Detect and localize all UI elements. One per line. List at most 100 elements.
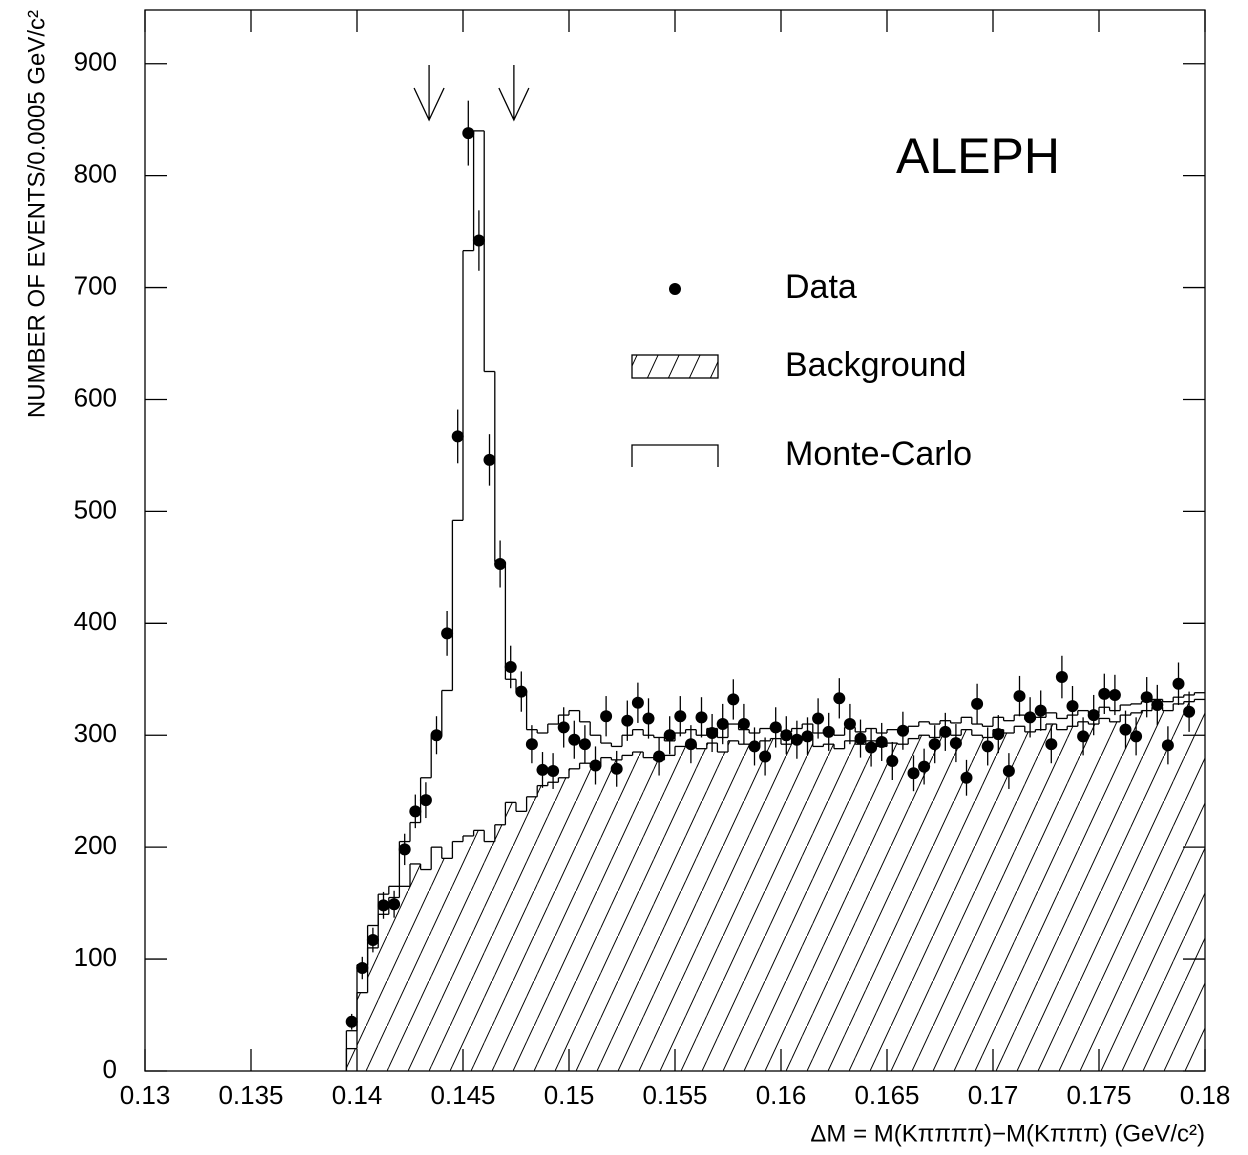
background-bin: [463, 835, 474, 1071]
background-bin: [547, 782, 559, 1071]
background-bin: [431, 847, 442, 1071]
background-bin: [834, 748, 845, 1071]
data-point: [759, 750, 772, 763]
data-point: [1024, 711, 1037, 724]
background-bin: [1120, 715, 1131, 1071]
y-tick-label: 600: [74, 382, 117, 412]
data-point: [610, 762, 623, 775]
data-point: [483, 453, 496, 466]
background-bin: [1035, 729, 1046, 1071]
background-bin: [887, 743, 898, 1071]
data-point: [1140, 691, 1153, 704]
background-bin: [1014, 726, 1025, 1071]
background-bin: [791, 740, 803, 1071]
data-point: [345, 1015, 358, 1028]
data-point: [356, 962, 369, 975]
background-bin: [516, 811, 527, 1071]
data-point: [674, 710, 687, 723]
data-point: [366, 934, 379, 947]
data-point: [441, 627, 454, 640]
background-bin: [1152, 707, 1163, 1071]
data-point: [1002, 765, 1015, 778]
background-bin: [441, 858, 453, 1071]
y-axis-label: NUMBER OF EVENTS/0.0005 GeV/c²: [23, 10, 50, 418]
data-point: [896, 724, 909, 737]
background-bin: [685, 744, 697, 1071]
data-point: [1108, 688, 1121, 701]
data-point: [1087, 709, 1100, 722]
background-bin: [526, 796, 538, 1071]
background-bin: [770, 738, 781, 1071]
background-bin: [484, 841, 495, 1071]
background-bin: [452, 841, 463, 1071]
background-bin: [993, 729, 1004, 1071]
background-bin: [876, 746, 887, 1071]
background-bin: [357, 992, 368, 1071]
background-bin: [940, 733, 951, 1071]
data-point: [557, 721, 570, 734]
background-bin: [855, 744, 866, 1071]
background-bin: [579, 763, 591, 1071]
legend-label: Background: [785, 346, 966, 384]
plot-area: [345, 100, 1205, 1071]
legend-label: Monte-Carlo: [785, 435, 972, 473]
data-point: [971, 697, 984, 710]
legend-marker: [669, 283, 681, 295]
background-bin: [399, 886, 410, 1071]
background-bin: [675, 746, 686, 1071]
data-point: [737, 718, 750, 731]
legend-label: Data: [785, 268, 857, 306]
legend-swatch: [631, 444, 719, 467]
background-bin: [759, 740, 771, 1071]
data-point: [1055, 671, 1068, 684]
data-point: [1066, 700, 1079, 713]
background-bin: [505, 802, 516, 1071]
background-bin: [537, 785, 548, 1071]
data-point: [684, 738, 697, 751]
background-bin: [897, 744, 909, 1071]
data-point: [843, 718, 856, 731]
background-bin: [1088, 724, 1099, 1071]
background-bin: [622, 755, 633, 1071]
data-point: [504, 660, 517, 673]
data-point: [875, 735, 888, 748]
data-point: [928, 738, 941, 751]
arrow: [498, 65, 530, 122]
background-bin: [728, 740, 739, 1071]
y-tick-label: 200: [74, 830, 117, 860]
background-bin: [558, 777, 569, 1071]
background-bin: [600, 757, 612, 1071]
data-point: [631, 696, 644, 709]
background-bin: [950, 735, 962, 1071]
data-point: [547, 765, 560, 778]
data-point: [748, 740, 761, 753]
background-bin: [1003, 733, 1015, 1071]
data-point: [939, 725, 952, 738]
background-bin: [908, 738, 919, 1071]
y-tick-label: 0: [103, 1054, 117, 1084]
background-bin: [982, 737, 993, 1071]
data-point: [865, 741, 878, 754]
x-tick-label: 0.15: [544, 1080, 595, 1110]
data-point: [536, 763, 549, 776]
y-tick-label: 400: [74, 606, 117, 636]
data-point: [992, 728, 1005, 741]
y-tick-label: 100: [74, 942, 117, 972]
background-bin: [1067, 726, 1078, 1071]
data-point: [1077, 730, 1090, 743]
x-tick-label: 0.18: [1180, 1080, 1231, 1110]
y-tick-label: 300: [74, 718, 117, 748]
data-point: [1119, 723, 1132, 736]
data-point: [769, 721, 782, 734]
data-point: [515, 685, 528, 698]
data-point: [716, 718, 729, 731]
data-point: [578, 738, 591, 751]
background-bin: [569, 768, 580, 1071]
background-bin: [802, 737, 813, 1071]
x-tick-label: 0.155: [642, 1080, 707, 1110]
background-bin: [410, 863, 421, 1071]
data-point: [822, 725, 835, 738]
data-point: [642, 712, 655, 725]
data-point: [1034, 704, 1047, 717]
background-bin: [494, 824, 506, 1071]
